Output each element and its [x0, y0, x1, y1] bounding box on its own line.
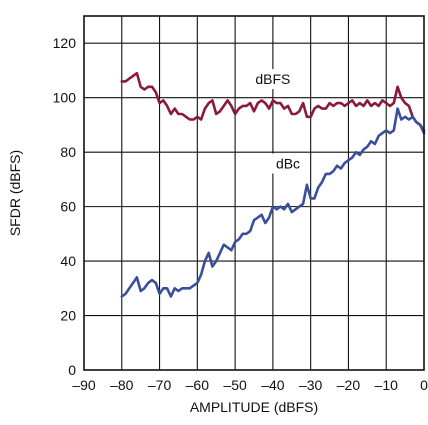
series-line-dbfs	[120, 71, 426, 132]
x-tick-label: –10	[375, 377, 399, 393]
tick-labels: –90 –80 –70 –60 –50 –40 –30 –20 –10 0 0 20 40 60 80 100…	[53, 35, 428, 393]
x-tick-label: –60	[186, 377, 210, 393]
y-tick-label: 0	[68, 362, 76, 378]
annotation-background	[250, 69, 295, 90]
x-tick-label: –50	[223, 377, 247, 393]
y-tick-label: 120	[53, 35, 77, 51]
y-tick-label: 60	[60, 199, 76, 215]
series-group	[120, 71, 426, 298]
plot-frame	[83, 15, 425, 371]
x-tick-label: –90	[72, 377, 96, 393]
series-line-dbc	[120, 107, 426, 298]
x-tick-label: –80	[110, 377, 134, 393]
annotations: dBFS dBc	[250, 69, 310, 174]
y-tick-label: 20	[60, 308, 76, 324]
series-annotation-dbfs: dBFS	[255, 71, 290, 87]
x-tick-label: –70	[148, 377, 172, 393]
annotation-background	[266, 153, 310, 174]
x-tick-label: –30	[299, 377, 323, 393]
y-tick-label: 80	[60, 144, 76, 160]
y-axis-label: SFDR (dBFS)	[7, 150, 23, 236]
y-tick-label: 40	[60, 253, 76, 269]
x-tick-label: –40	[261, 377, 285, 393]
grid	[84, 16, 424, 370]
x-axis-label: AMPLITUDE (dBFS)	[190, 399, 318, 415]
x-tick-label: 0	[420, 377, 428, 393]
x-tick-label: –20	[337, 377, 361, 393]
series-annotation-dbc: dBc	[276, 155, 300, 171]
y-tick-label: 100	[53, 90, 77, 106]
